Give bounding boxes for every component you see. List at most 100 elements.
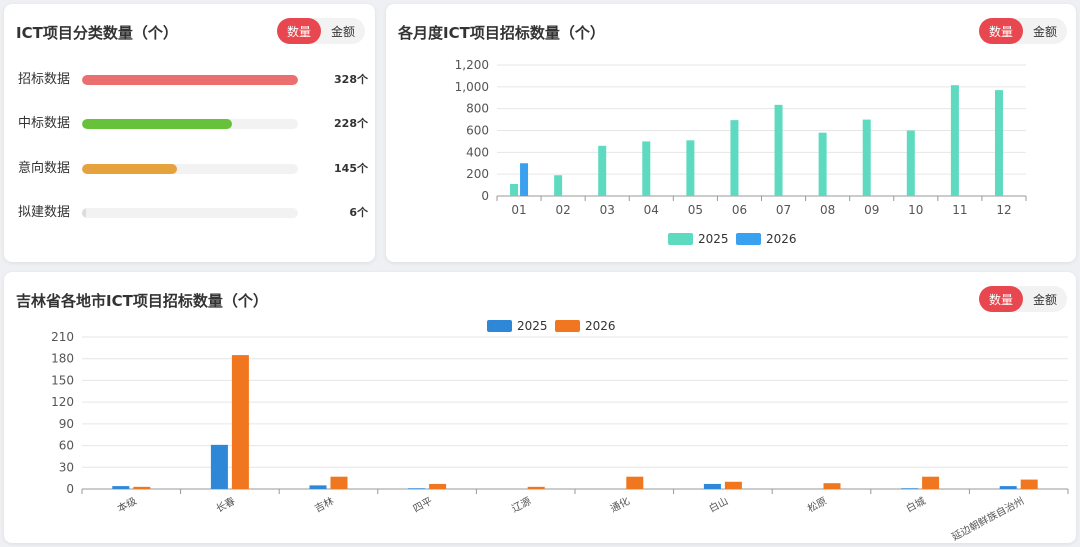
x-tick-label: 长春 (214, 495, 237, 515)
x-tick-label: 07 (776, 203, 791, 217)
x-tick-label: 四平 (412, 496, 435, 515)
bar-2025[interactable] (210, 444, 228, 489)
legend-swatch[interactable] (668, 233, 693, 245)
x-tick-label: 辽源 (509, 494, 533, 515)
bar-2025[interactable] (999, 486, 1017, 489)
category-value: 228个 (334, 117, 368, 130)
bar-2025[interactable] (309, 485, 327, 489)
bar-2025[interactable] (642, 141, 651, 196)
count-toggle-button[interactable]: 数量 (979, 18, 1023, 44)
monthly-toggle: 数量 金额 (979, 18, 1067, 44)
category-progress-track (82, 75, 298, 85)
bar-2026[interactable] (330, 476, 348, 489)
y-tick-label: 200 (466, 167, 489, 181)
bar-2025[interactable] (994, 90, 1003, 196)
bar-2025[interactable] (818, 132, 827, 196)
y-tick-label: 1,000 (455, 80, 489, 94)
bar-2026[interactable] (520, 163, 529, 196)
legend-label[interactable]: 2025 (698, 232, 729, 246)
bar-2025[interactable] (906, 130, 915, 197)
bar-2026[interactable] (823, 483, 841, 489)
legend-swatch[interactable] (555, 320, 580, 332)
bar-2025[interactable] (862, 119, 871, 196)
count-toggle-button[interactable]: 数量 (979, 286, 1023, 312)
y-tick-label: 210 (51, 330, 74, 344)
y-tick-label: 150 (51, 373, 74, 387)
bar-2025[interactable] (598, 145, 607, 196)
bar-2025[interactable] (730, 120, 739, 196)
y-tick-label: 0 (66, 482, 74, 496)
legend-label[interactable]: 2026 (766, 232, 797, 246)
x-tick-label: 09 (864, 203, 879, 217)
category-row: 拟建数据 6个 (18, 203, 374, 223)
category-value: 6个 (349, 206, 368, 219)
bar-2025[interactable] (774, 104, 783, 196)
bar-2026[interactable] (429, 483, 447, 489)
bar-2026[interactable] (922, 476, 940, 489)
category-progress-fill (82, 75, 298, 85)
x-tick-label: 08 (820, 203, 835, 217)
city-card-title: 吉林省各地市ICT项目招标数量（个） (16, 292, 268, 310)
x-tick-label: 延边朝鲜族自治州 (949, 494, 1026, 543)
bar-2025[interactable] (950, 85, 959, 196)
bar-2026[interactable] (724, 481, 742, 489)
amount-toggle-button[interactable]: 金额 (1032, 24, 1057, 39)
bar-2025[interactable] (703, 483, 721, 489)
category-label: 意向数据 (18, 161, 71, 176)
amount-toggle-button[interactable]: 金额 (330, 24, 355, 39)
bar-2026[interactable] (133, 486, 151, 489)
bar-2025[interactable] (554, 175, 563, 196)
y-tick-label: 0 (481, 189, 489, 203)
x-tick-label: 12 (996, 203, 1011, 217)
category-card-title: ICT项目分类数量（个） (16, 24, 178, 42)
y-tick-label: 800 (466, 102, 489, 116)
y-tick-label: 600 (466, 124, 489, 138)
monthly-card: 各月度ICT项目招标数量（个） 数量 金额 0 200 400 600 800 1,000… (386, 4, 1076, 262)
category-label: 拟建数据 (18, 205, 71, 220)
x-tick-label: 本级 (115, 494, 139, 515)
y-tick-label: 180 (51, 352, 74, 366)
monthly-card-title: 各月度ICT项目招标数量（个） (398, 24, 605, 42)
category-progress-fill (82, 208, 86, 218)
bar-2026[interactable] (1020, 479, 1038, 489)
x-tick-label: 05 (688, 203, 703, 217)
bar-2026[interactable] (626, 476, 644, 489)
x-tick-label: 02 (555, 203, 570, 217)
count-toggle-button[interactable]: 数量 (277, 18, 321, 44)
bar-2025[interactable] (686, 140, 695, 196)
category-row: 招标数据 328个 (18, 70, 374, 90)
legend-swatch[interactable] (487, 320, 512, 332)
bar-2025[interactable] (112, 486, 130, 489)
x-tick-label: 白城 (904, 494, 928, 515)
city-bar-chart: 0 30 60 90 120 150 180 210 本级 长春 吉林 四平 辽源 通化 白山 松原 白城 延边朝… (51, 319, 1069, 543)
category-label: 中标数据 (18, 116, 71, 131)
legend-swatch[interactable] (736, 233, 761, 245)
category-row: 中标数据 228个 (18, 114, 374, 134)
category-progress-fill (82, 119, 233, 129)
category-value: 145个 (334, 162, 368, 175)
x-tick-label: 01 (511, 203, 526, 217)
monthly-bar-chart: 0 200 400 600 800 1,000 1,200 01 02 03 04 05 06 07 08 0… (455, 58, 1027, 246)
amount-toggle-button[interactable]: 金额 (1032, 292, 1057, 307)
bar-2025[interactable] (510, 183, 519, 196)
category-label: 招标数据 (18, 72, 71, 87)
legend-label[interactable]: 2025 (517, 319, 548, 333)
y-tick-label: 60 (59, 439, 74, 453)
bar-2026[interactable] (527, 486, 545, 489)
y-tick-label: 120 (51, 395, 74, 409)
category-row: 意向数据 145个 (18, 159, 374, 179)
bar-2026[interactable] (231, 355, 249, 489)
x-tick-label: 白山 (707, 494, 731, 515)
legend-label[interactable]: 2026 (585, 319, 616, 333)
category-progress-track (82, 119, 298, 129)
x-tick-label: 10 (908, 203, 923, 217)
bar-2025[interactable] (408, 488, 426, 489)
x-tick-label: 通化 (608, 494, 632, 515)
x-tick-label: 松原 (805, 494, 829, 515)
y-tick-label: 30 (59, 460, 74, 474)
category-card: ICT项目分类数量（个） 数量 金额 招标数据 328个中标数据 228个意向数据 1… (4, 4, 375, 262)
category-progress-fill (82, 164, 178, 174)
category-toggle: 数量 金额 (277, 18, 365, 44)
category-progress-track (82, 208, 298, 218)
bar-2025[interactable] (901, 488, 919, 489)
